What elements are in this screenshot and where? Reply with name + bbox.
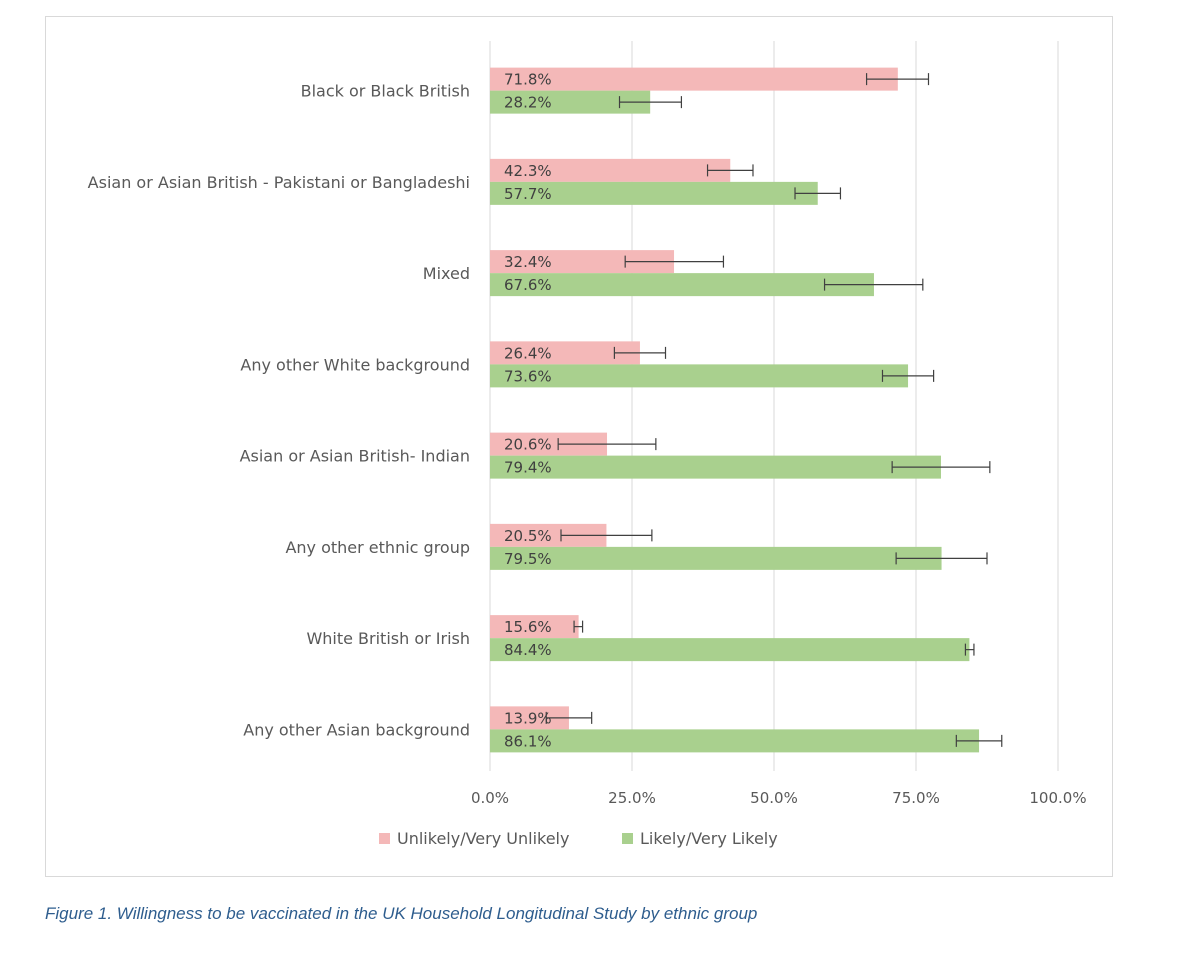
category-label: White British or Irish	[306, 629, 470, 648]
figure-caption: Figure 1. Willingness to be vaccinated i…	[45, 904, 758, 923]
bar-unlikely	[490, 706, 569, 730]
bar-unlikely	[490, 615, 579, 639]
bars	[490, 67, 980, 753]
bar-unlikely	[490, 250, 675, 274]
data-label: 84.4%	[504, 641, 552, 659]
category-label: Any other Asian background	[243, 720, 470, 739]
bar-likely	[490, 90, 651, 114]
category-label: Black or Black British	[301, 82, 470, 101]
tick-label: 75.0%	[892, 789, 940, 807]
tick-label: 25.0%	[608, 789, 656, 807]
tick-label: 0.0%	[471, 789, 509, 807]
data-labels: 71.8% 28.2% 42.3% 57.7% 32.4% 67.6% 26.4% 73.6%…	[504, 71, 552, 751]
bar-likely	[490, 546, 942, 570]
category-label: Any other White background	[240, 355, 470, 374]
data-label: 20.5%	[504, 527, 552, 545]
category-label: Any other ethnic group	[285, 538, 470, 557]
bar-unlikely	[490, 432, 608, 456]
chart-frame: 71.8% 28.2% 42.3% 57.7% 32.4% 67.6% 26.4% 73.6%…	[45, 16, 1113, 877]
data-label: 79.4%	[504, 459, 552, 477]
data-label: 20.6%	[504, 436, 552, 454]
data-label: 79.5%	[504, 550, 552, 568]
gridlines	[489, 41, 1059, 771]
data-label: 26.4%	[504, 344, 552, 362]
data-label: 15.6%	[504, 618, 552, 636]
bar-unlikely	[490, 523, 607, 547]
legend: Unlikely/Very Unlikely Likely/Very Likely	[379, 829, 778, 848]
data-label: 71.8%	[504, 71, 552, 89]
bar-chart: 71.8% 28.2% 42.3% 57.7% 32.4% 67.6% 26.4% 73.6%…	[88, 41, 1087, 848]
category-label: Asian or Asian British- Indian	[240, 447, 470, 466]
tick-label: 50.0%	[750, 789, 798, 807]
category-labels: Black or Black British Asian or Asian Bri…	[88, 82, 470, 740]
data-label: 32.4%	[504, 253, 552, 271]
data-label: 57.7%	[504, 185, 552, 203]
bar-likely	[490, 638, 970, 662]
legend-label: Likely/Very Likely	[640, 829, 778, 848]
error-bars	[545, 73, 1003, 747]
bar-unlikely	[490, 67, 898, 91]
legend-label: Unlikely/Very Unlikely	[397, 829, 569, 848]
legend-swatch	[622, 833, 633, 844]
legend-swatch	[379, 833, 390, 844]
category-label: Mixed	[423, 264, 470, 283]
data-label: 42.3%	[504, 162, 552, 180]
bar-likely	[490, 455, 941, 479]
bar-unlikely	[490, 158, 731, 182]
bar-likely	[490, 181, 818, 205]
bar-likely	[490, 364, 909, 388]
bar-unlikely	[490, 341, 640, 365]
category-label: Asian or Asian British - Pakistani or Ba…	[88, 173, 470, 192]
data-label: 67.6%	[504, 276, 552, 294]
data-label: 73.6%	[504, 367, 552, 385]
bar-likely	[490, 729, 980, 753]
x-axis-ticks: 0.0% 25.0% 50.0% 75.0% 100.0%	[471, 789, 1087, 807]
tick-label: 100.0%	[1029, 789, 1086, 807]
data-label: 86.1%	[504, 732, 552, 750]
data-label: 28.2%	[504, 94, 552, 112]
bar-likely	[490, 273, 874, 297]
data-label: 13.9%	[504, 709, 552, 727]
